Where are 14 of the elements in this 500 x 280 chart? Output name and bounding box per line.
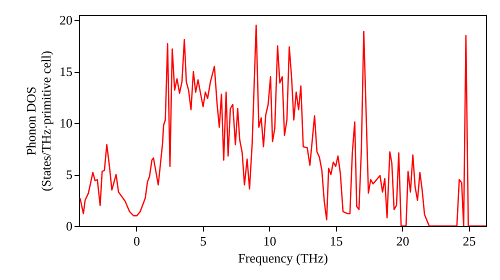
- y-tick-label: 10: [60, 116, 72, 131]
- x-tick-label: 20: [396, 234, 410, 248]
- x-tick-label: 0: [133, 234, 140, 248]
- y-axis-title: Phonon DOS (States/THz·primitive cell): [24, 50, 54, 192]
- y-tick-label: 15: [60, 64, 72, 80]
- line-series: [79, 24, 486, 226]
- x-tick-label: 15: [330, 234, 343, 248]
- y-tick-label: 20: [60, 12, 72, 28]
- x-tick-label: 10: [263, 234, 276, 248]
- x-tick-label: 5: [200, 234, 206, 248]
- y-tick-label: 5: [66, 167, 72, 182]
- y-tick-label: 0: [66, 218, 72, 234]
- x-axis-title: Frequency (THz): [238, 250, 328, 266]
- x-tick-label: 25: [462, 234, 476, 248]
